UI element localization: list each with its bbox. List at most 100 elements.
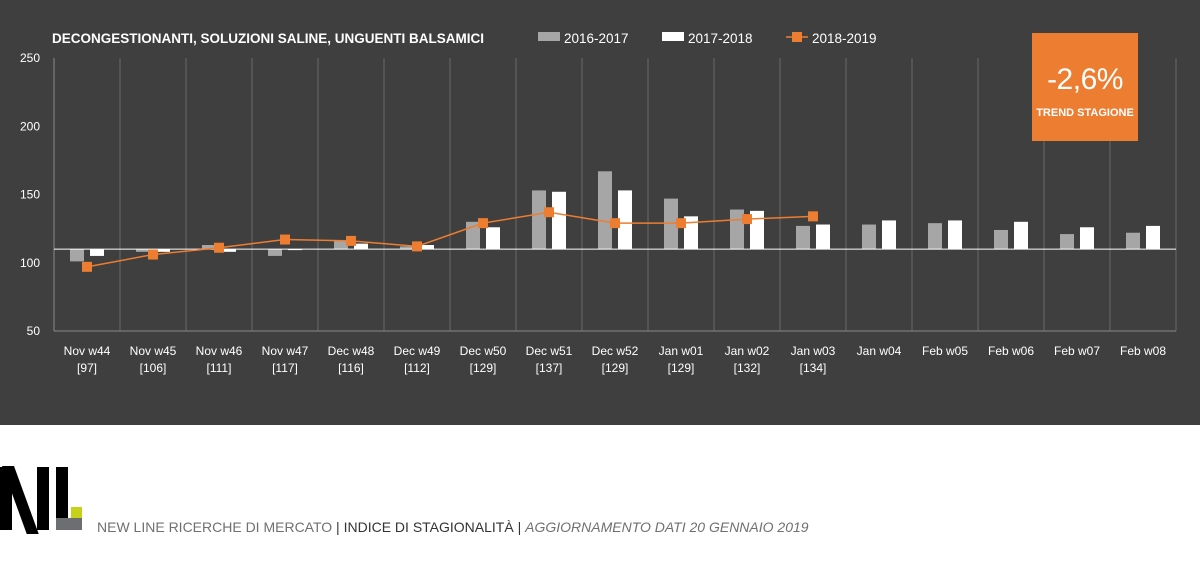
y-tick-label: 50 <box>27 324 41 338</box>
bar-2017-2018 <box>816 224 830 250</box>
series-point-2018-2019 <box>808 211 818 222</box>
bar-2016-2017 <box>532 190 546 250</box>
y-tick-label: 150 <box>20 188 40 202</box>
bar-2017-2018 <box>420 245 434 250</box>
y-tick-label: 200 <box>20 119 40 133</box>
y-tick-label: 100 <box>20 256 40 270</box>
series-point-2018-2019 <box>280 234 290 245</box>
series-point-2018-2019 <box>544 207 554 218</box>
bar-2016-2017 <box>598 171 612 250</box>
bar-2017-2018 <box>618 190 632 250</box>
bar-2017-2018 <box>1080 227 1094 250</box>
x-tick-value-label: [137] <box>536 361 563 375</box>
x-tick-value-label: [111] <box>207 361 232 375</box>
footer-update: AGGIORNAMENTO DATI 20 GENNAIO 2019 <box>525 519 809 535</box>
footer-separator-1: | <box>332 519 344 535</box>
x-tick-label: Nov w45 <box>130 344 177 358</box>
trend-value: -2,6% <box>1047 63 1123 96</box>
x-tick-label: Feb w05 <box>922 344 968 358</box>
x-tick-value-label: [97] <box>77 361 97 375</box>
series-point-2018-2019 <box>412 241 422 252</box>
chart-svg: 250 200 150 100 50 Nov w44 [97] Nov w45 [106] Nov… <box>20 31 1177 375</box>
footer-index: INDICE DI STAGIONALITÀ <box>343 519 514 535</box>
bar-2016-2017 <box>400 246 414 250</box>
legend-label: 2016-2017 <box>564 31 629 46</box>
x-tick-label: Feb w08 <box>1120 344 1166 358</box>
bar-2016-2017 <box>136 249 150 252</box>
x-tick-value-label: [117] <box>272 361 298 375</box>
bar-2017-2018 <box>486 227 500 250</box>
x-tick-value-label: [129] <box>470 361 497 375</box>
footer-separator-2: | <box>513 519 526 535</box>
x-tick-label: Feb w06 <box>988 344 1034 358</box>
bar-2016-2017 <box>1126 232 1140 250</box>
series-point-2018-2019 <box>82 261 92 272</box>
series-point-2018-2019 <box>676 218 686 229</box>
x-tick-value-label: [129] <box>602 361 629 375</box>
bar-2017-2018 <box>948 220 962 250</box>
x-tick-label: Nov w47 <box>262 344 309 358</box>
bar-2017-2018 <box>684 216 698 250</box>
x-tick-label: Nov w46 <box>196 344 243 358</box>
footer-company: NEW LINE RICERCHE DI MERCATO <box>97 519 333 535</box>
logo-dot <box>71 507 82 518</box>
bar-2017-2018 <box>156 249 170 252</box>
legend-swatch <box>662 32 684 41</box>
legend-label: 2017-2018 <box>688 31 753 46</box>
bar-2017-2018 <box>222 249 236 252</box>
bar-2016-2017 <box>202 245 216 250</box>
series-point-2018-2019 <box>742 214 752 225</box>
legend-swatch <box>538 32 560 41</box>
x-tick-label: Dec w49 <box>394 344 441 358</box>
chart-title: DECONGESTIONANTI, SOLUZIONI SALINE, UNGU… <box>52 31 484 46</box>
legend-label: 2018-2019 <box>812 31 877 46</box>
bar-2016-2017 <box>334 240 348 250</box>
bar-2016-2017 <box>268 249 282 256</box>
chart-panel: 250 200 150 100 50 Nov w44 [97] Nov w45 [106] Nov… <box>0 0 1200 425</box>
bar-2017-2018 <box>1014 221 1028 250</box>
bar-2016-2017 <box>1060 234 1074 250</box>
bar-2016-2017 <box>862 224 876 250</box>
series-point-2018-2019 <box>214 242 224 253</box>
x-tick-label: Dec w52 <box>592 344 639 358</box>
series-point-2018-2019 <box>346 235 356 246</box>
footer <box>0 440 1200 570</box>
bar-2017-2018 <box>882 220 896 250</box>
x-tick-label: Feb w07 <box>1054 344 1100 358</box>
bar-2016-2017 <box>994 229 1008 250</box>
logo-l-stroke <box>56 467 68 530</box>
bar-2016-2017 <box>730 209 744 250</box>
y-tick-label: 250 <box>20 51 40 65</box>
bar-2017-2018 <box>354 243 368 250</box>
series-point-2018-2019 <box>610 218 620 229</box>
series-line-2018-2019 <box>86 211 814 268</box>
x-tick-label: Jan w03 <box>791 344 836 358</box>
x-tick-value-label: [132] <box>734 361 761 375</box>
bar-2016-2017 <box>70 249 84 262</box>
x-tick-label: Jan w01 <box>659 344 704 358</box>
x-tick-value-label: [134] <box>800 361 827 375</box>
x-tick-value-label: [112] <box>404 361 430 375</box>
logo-n-right-stroke <box>37 467 49 530</box>
trend-label: TREND STAGIONE <box>1036 107 1134 119</box>
bar-2016-2017 <box>796 225 810 250</box>
x-tick-value-label: [106] <box>140 361 167 375</box>
x-tick-label: Nov w44 <box>64 344 111 358</box>
x-tick-label: Dec w48 <box>328 344 375 358</box>
bar-2017-2018 <box>750 210 764 250</box>
x-tick-label: Jan w02 <box>725 344 770 358</box>
legend-swatch-marker <box>792 32 802 42</box>
bar-2017-2018 <box>1146 225 1160 250</box>
x-tick-label: Jan w04 <box>857 344 902 358</box>
footer-text: NEW LINE RICERCHE DI MERCATO | INDICE DI… <box>97 519 809 535</box>
logo-l-base <box>56 518 82 530</box>
x-tick-label: Dec w51 <box>526 344 573 358</box>
x-tick-label: Dec w50 <box>460 344 507 358</box>
bar-2017-2018 <box>90 249 104 256</box>
trend-badge: -2,6% TREND STAGIONE <box>1032 33 1138 141</box>
x-tick-value-label: [116] <box>338 361 364 375</box>
series-point-2018-2019 <box>148 249 158 260</box>
bar-2017-2018 <box>552 191 566 250</box>
bar-2016-2017 <box>928 223 942 250</box>
x-tick-value-label: [129] <box>668 361 695 375</box>
